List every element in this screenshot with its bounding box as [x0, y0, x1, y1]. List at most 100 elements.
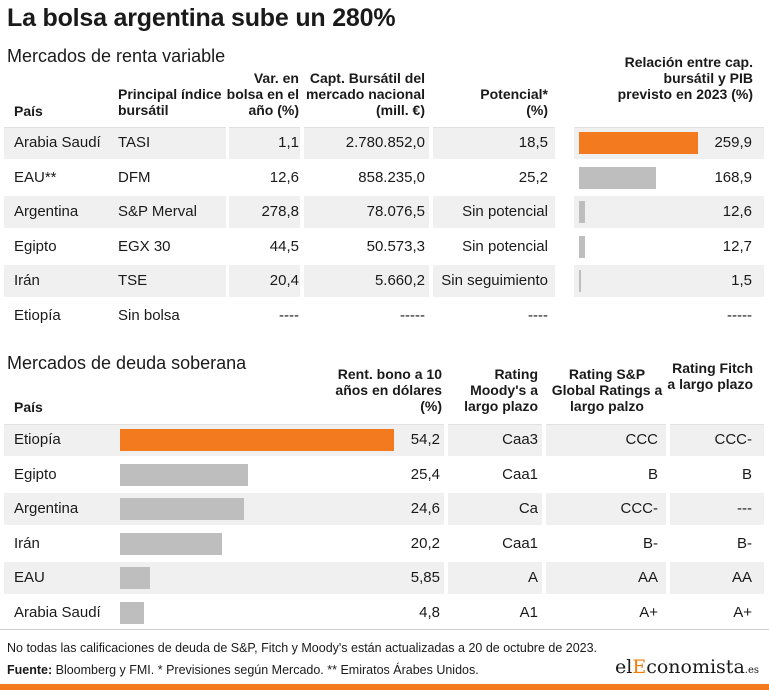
moodys-rating: A — [527, 569, 538, 586]
row-cell — [304, 196, 429, 228]
row-cell — [546, 527, 666, 560]
row-cell — [448, 527, 542, 560]
country-label: Egipto — [14, 465, 57, 483]
index-label: EGX 30 — [118, 237, 171, 255]
row-cell — [304, 265, 429, 297]
row-cell — [546, 493, 666, 525]
equity-header-potential: Potencial* (%) — [480, 86, 548, 118]
potential-value: Sin seguimiento — [441, 272, 548, 289]
row-cell — [670, 458, 764, 491]
moodys-rating: Caa1 — [502, 534, 538, 552]
moodys-rating: Ca — [518, 500, 538, 517]
index-label: S&P Merval — [118, 203, 197, 220]
yield-bar — [120, 601, 145, 624]
yield-value: 5,85 — [410, 569, 440, 586]
equity-section-title: Mercados de renta variable — [7, 46, 226, 66]
potential-value: 25,2 — [518, 168, 548, 186]
row-cell — [448, 424, 542, 456]
ratio-value: 168,9 — [714, 168, 752, 186]
row-cell — [433, 299, 555, 332]
row-cell — [112, 230, 226, 263]
yield-value: 20,2 — [410, 534, 440, 552]
moodys-rating: Caa3 — [502, 431, 538, 448]
fitch-rating: AA — [731, 569, 752, 586]
cap-value: 858.235,0 — [358, 168, 425, 186]
equity-header-ratio: Relación entre cap. bursátil y PIB previ… — [617, 54, 753, 102]
fitch-rating: B — [741, 465, 752, 483]
row-cell — [4, 424, 112, 456]
moodys-rating: Caa1 — [502, 465, 538, 483]
source-text: Bloomberg y FMI. * Previsiones según Mer… — [52, 663, 479, 677]
cap-value: 50.573,3 — [366, 237, 425, 255]
yield-value: 24,6 — [410, 500, 440, 517]
yield-bar — [120, 429, 394, 451]
equity-header-index: Principal índice bursátil — [118, 86, 222, 118]
moodys-rating: A1 — [519, 603, 538, 621]
table-row: Egipto EGX 30 44,5 50.573,3 Sin potencial 12,… — [0, 230, 769, 263]
yield-bar — [120, 567, 150, 589]
row-cell — [112, 596, 444, 629]
equity-header-cap: Capt. Bursátil del mercado nacional (mil… — [305, 70, 425, 118]
debt-header-yield: Rent. bono a 10 años en dólares (%) — [335, 366, 442, 414]
footer-divider — [0, 629, 769, 630]
country-label: Egipto — [14, 237, 57, 255]
row-cell — [229, 127, 300, 159]
cap-value: ----- — [400, 306, 425, 324]
table-row: EAU** DFM 12,6 858.235,0 25,2 168,9 — [0, 161, 769, 194]
ratio-value: ----- — [727, 306, 752, 324]
table-row: Arabia Saudí 4,8 A1 A+ A+ — [0, 596, 769, 629]
ratio-bar — [579, 132, 698, 154]
yield-bar — [120, 498, 245, 520]
index-label: TSE — [118, 272, 148, 289]
ratio-bar — [579, 166, 657, 189]
potential-value: Sin potencial — [462, 237, 548, 255]
sp-rating: B — [647, 465, 658, 483]
equity-header-country: País — [14, 103, 43, 119]
var-value: 44,5 — [269, 237, 299, 255]
var-value: 278,8 — [261, 203, 299, 220]
potential-value: ---- — [528, 306, 548, 324]
table-row: Argentina S&P Merval 278,8 78.076,5 Sin pote… — [0, 196, 769, 228]
debt-section-title: Mercados de deuda soberana — [7, 353, 247, 373]
var-value: 12,6 — [269, 168, 299, 186]
row-cell — [448, 493, 542, 525]
table-row: Etiopía Sin bolsa ---- ----- ---- ----- — [0, 299, 769, 332]
row-cell — [112, 562, 444, 594]
source-label: Fuente: — [7, 663, 53, 677]
yield-value: 4,8 — [419, 603, 440, 621]
row-cell — [670, 596, 764, 629]
country-label: Arabia Saudí — [14, 603, 101, 621]
row-cell — [574, 230, 764, 263]
row-cell — [574, 265, 764, 297]
country-label: Argentina — [14, 203, 79, 220]
row-cell — [4, 458, 112, 491]
row-cell — [574, 196, 764, 228]
table-row: Etiopía 54,2 Caa3 CCC CCC- — [0, 424, 769, 456]
row-cell — [304, 299, 429, 332]
table-row: Argentina 24,6 Ca CCC- --- — [0, 493, 769, 525]
footnote: No todas las calificaciones de deuda de … — [7, 641, 598, 655]
row-cell — [546, 424, 666, 456]
row-cell — [670, 424, 764, 456]
row-cell — [4, 127, 112, 159]
bottom-accent-bar — [0, 684, 769, 690]
row-cell — [4, 265, 112, 297]
table-row: Irán 20,2 Caa1 B- B- — [0, 527, 769, 560]
row-cell — [112, 127, 226, 159]
row-cell — [112, 265, 226, 297]
row-cell — [229, 230, 300, 263]
table-row: Arabia Saudí TASI 1,1 2.780.852,0 18,5 259,9 — [0, 127, 769, 159]
chart-title: La bolsa argentina sube un 280% — [7, 4, 396, 32]
ratio-value: 259,9 — [714, 134, 752, 151]
row-cell — [670, 527, 764, 560]
row-cell — [448, 596, 542, 629]
row-cell — [4, 596, 112, 629]
sp-rating: A+ — [639, 603, 658, 621]
cap-value: 5.660,2 — [374, 272, 425, 289]
cap-value: 78.076,5 — [366, 203, 425, 220]
yield-value: 25,4 — [410, 465, 440, 483]
row-cell — [546, 458, 666, 491]
sp-rating: AA — [637, 569, 658, 586]
sp-rating: CCC- — [620, 500, 659, 517]
ratio-bar — [579, 201, 585, 223]
